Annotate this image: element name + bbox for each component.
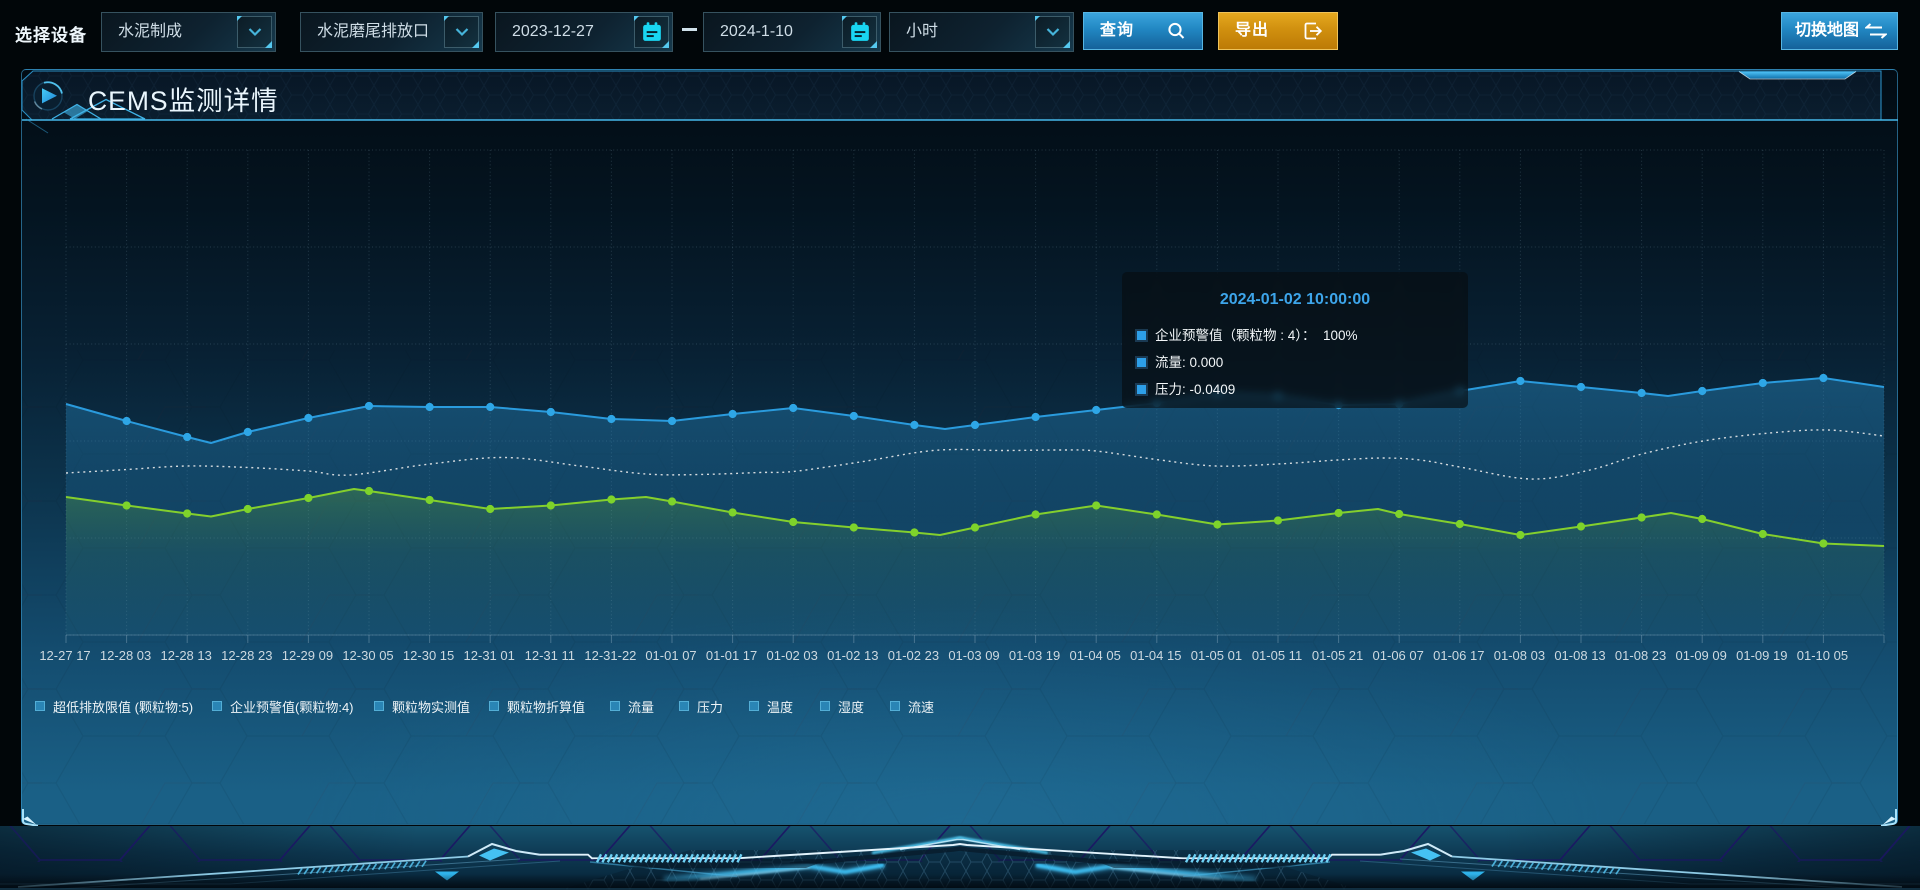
svg-text:12-28 03: 12-28 03 — [100, 648, 151, 663]
svg-text:12-30 15: 12-30 15 — [403, 648, 454, 663]
svg-text:01-01 17: 01-01 17 — [706, 648, 757, 663]
svg-text:01-02 03: 01-02 03 — [767, 648, 818, 663]
svg-text:01-02 23: 01-02 23 — [888, 648, 939, 663]
svg-text:01-03 09: 01-03 09 — [948, 648, 999, 663]
svg-text:01-08 03: 01-08 03 — [1494, 648, 1545, 663]
svg-text:12-27 17: 12-27 17 — [39, 648, 90, 663]
svg-text:01-05 11: 01-05 11 — [1252, 648, 1302, 663]
svg-text:01-04 05: 01-04 05 — [1070, 648, 1121, 663]
svg-text:01-02 13: 01-02 13 — [827, 648, 878, 663]
svg-text:01-01 07: 01-01 07 — [645, 648, 696, 663]
svg-text:01-05 21: 01-05 21 — [1312, 648, 1363, 663]
svg-text:12-31-22: 12-31-22 — [584, 648, 636, 663]
svg-text:12-28 23: 12-28 23 — [221, 648, 272, 663]
svg-text:01-03 19: 01-03 19 — [1009, 648, 1060, 663]
svg-text:01-05 01: 01-05 01 — [1191, 648, 1242, 663]
svg-text:01-06 07: 01-06 07 — [1373, 648, 1424, 663]
svg-text:01-08 23: 01-08 23 — [1615, 648, 1666, 663]
svg-text:01-08 13: 01-08 13 — [1554, 648, 1605, 663]
svg-text:12-28 13: 12-28 13 — [161, 648, 212, 663]
svg-text:01-09 19: 01-09 19 — [1736, 648, 1787, 663]
svg-text:12-29 09: 12-29 09 — [282, 648, 333, 663]
svg-text:01-04 15: 01-04 15 — [1130, 648, 1181, 663]
svg-text:01-09 09: 01-09 09 — [1676, 648, 1727, 663]
svg-text:01-10 05: 01-10 05 — [1797, 648, 1848, 663]
svg-text:12-31 01: 12-31 01 — [464, 648, 515, 663]
svg-text:12-30 05: 12-30 05 — [342, 648, 393, 663]
svg-text:01-06 17: 01-06 17 — [1433, 648, 1484, 663]
svg-text:12-31 11: 12-31 11 — [525, 648, 575, 663]
